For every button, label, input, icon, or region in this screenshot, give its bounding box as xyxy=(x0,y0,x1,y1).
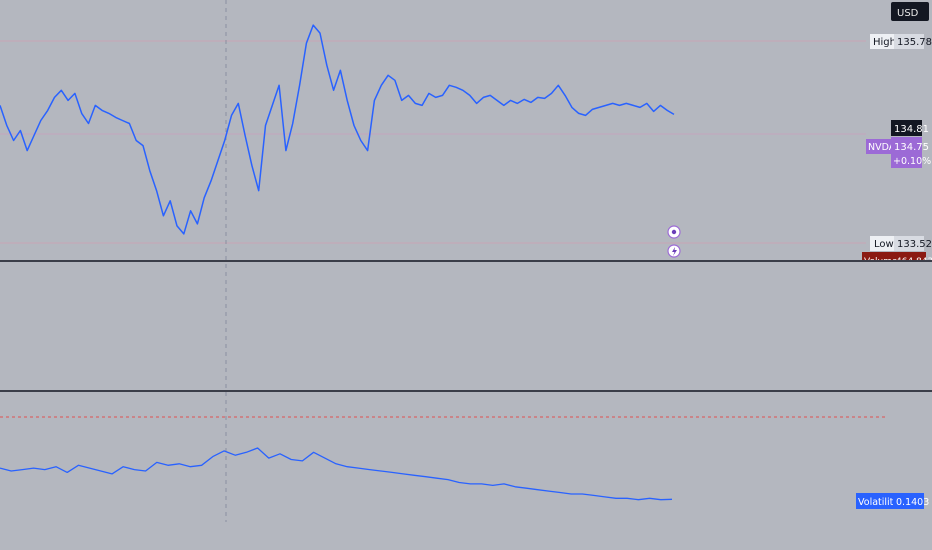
lightning-event-icon[interactable] xyxy=(667,244,681,258)
volume-label: Volume xyxy=(864,257,898,267)
volatility-series-line xyxy=(0,447,673,501)
volatility-badge: Volatility 0.1403 xyxy=(856,493,929,509)
symbol-badge: NVDA 134.75 +0.10% xyxy=(866,137,931,168)
add-event-icon[interactable] xyxy=(667,225,681,239)
volatility-value: 0.1403 xyxy=(896,497,929,508)
symbol-change: +0.10% xyxy=(893,156,931,167)
high-label-text: High xyxy=(873,37,896,48)
low-label: Low 133.52 xyxy=(870,236,932,251)
low-value: 133.52 xyxy=(897,239,932,250)
currency-badge[interactable]: USD xyxy=(891,2,929,21)
price-pane: USD High 135.78 134.81 NVDA 134.75 +0.10… xyxy=(0,0,932,522)
price-series-line xyxy=(0,24,675,235)
plus-circle-icon xyxy=(671,229,677,235)
symbol-label: NVDA xyxy=(868,142,896,153)
currency-label: USD xyxy=(897,8,919,19)
last-price-badge: 134.81 xyxy=(891,120,929,136)
volatility-pane: Volatility 0.1403 xyxy=(0,416,929,509)
high-value: 135.78 xyxy=(897,37,932,48)
symbol-price: 134.75 xyxy=(894,142,929,153)
volatility-label: Volatility xyxy=(858,497,899,508)
volume-value: 464.843K xyxy=(896,257,932,267)
last-price-value: 134.81 xyxy=(894,124,929,135)
high-label: High 135.78 xyxy=(870,34,932,49)
volume-badge: Volume 464.843K xyxy=(862,252,932,267)
low-label-text: Low xyxy=(874,239,894,250)
lightning-icon xyxy=(672,247,677,256)
